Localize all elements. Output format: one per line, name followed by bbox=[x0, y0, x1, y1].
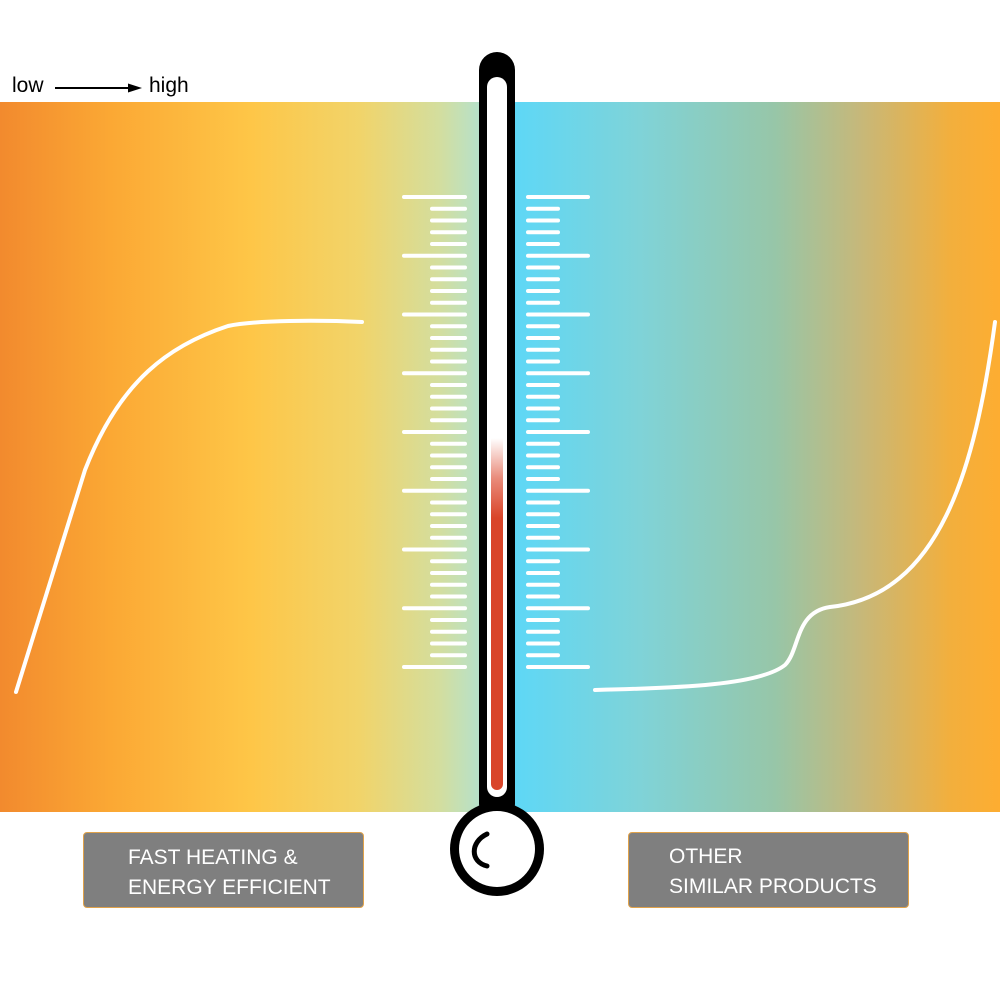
right-gradient-panel bbox=[500, 102, 1000, 812]
other-products-label-box: OTHER SIMILAR PRODUCTS bbox=[628, 832, 909, 908]
thermometer-bulb bbox=[459, 811, 535, 887]
thermometer-icon bbox=[450, 52, 544, 896]
left-tick-scale bbox=[402, 195, 467, 669]
fast-heating-label-line2: ENERGY EFFICIENT bbox=[128, 876, 331, 899]
low-to-high-arrow-icon bbox=[55, 83, 142, 93]
thermometer-bulb-glint bbox=[471, 831, 490, 869]
other-products-curve bbox=[593, 320, 997, 692]
fast-heating-label-line1: FAST HEATING & bbox=[128, 846, 298, 869]
fast-heating-curve bbox=[14, 318, 364, 694]
legend-low-label: low bbox=[12, 74, 44, 97]
right-tick-scale bbox=[526, 195, 590, 669]
left-gradient-panel bbox=[0, 102, 500, 812]
legend-high-label: high bbox=[149, 74, 189, 97]
fast-heating-label-box: FAST HEATING & ENERGY EFFICIENT bbox=[83, 832, 364, 908]
other-products-label-line2: SIMILAR PRODUCTS bbox=[669, 875, 877, 898]
thermometer-mercury bbox=[491, 390, 503, 790]
other-products-label-line1: OTHER bbox=[669, 845, 743, 868]
